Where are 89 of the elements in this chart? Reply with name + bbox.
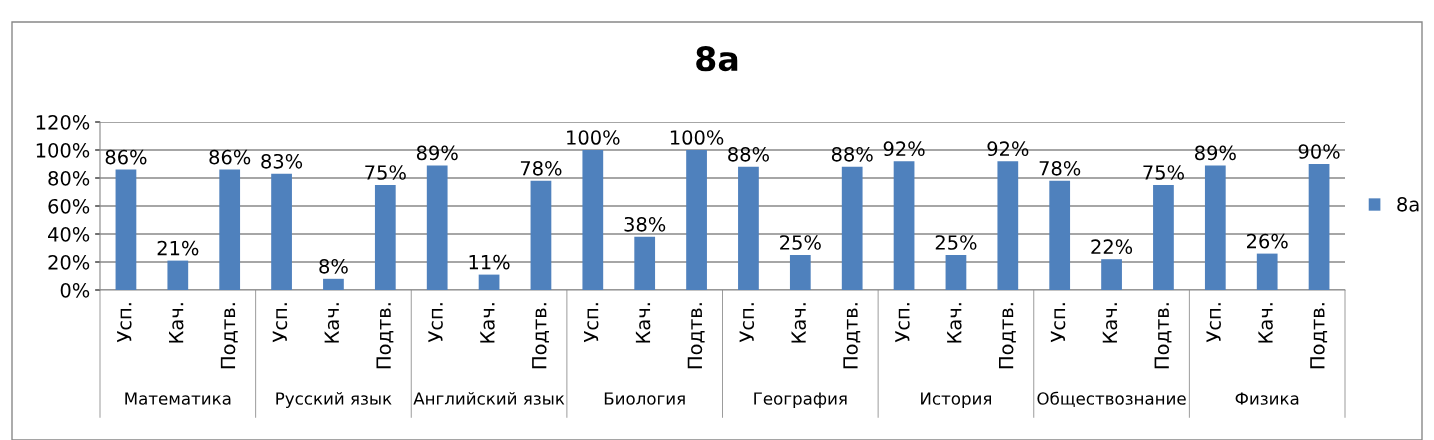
x-tick-label: Кач. (1102, 303, 1118, 343)
data-label: 75% (365, 165, 406, 180)
data-label: 92% (987, 141, 1029, 157)
x-tick-label: Кач. (791, 303, 806, 343)
bar (530, 180, 552, 290)
data-label: 21% (157, 240, 199, 256)
x-tick-label: Кач. (324, 303, 340, 343)
bar (893, 161, 915, 290)
x-tick-label: Усп. (272, 303, 288, 343)
data-label: 92% (883, 141, 925, 157)
y-tick-label: 120% (36, 114, 90, 130)
y-tick-label: 40% (48, 226, 90, 242)
x-tick-label: Усп. (1050, 303, 1066, 343)
y-tick-label: 20% (48, 254, 90, 270)
data-label: 78% (1039, 160, 1081, 176)
bar (789, 255, 811, 290)
text: Русский язык (276, 392, 392, 409)
x-tick-label: Усп. (739, 303, 755, 343)
bar (997, 161, 1019, 290)
data-label: 89% (416, 145, 458, 161)
bar (1049, 180, 1071, 290)
text: История (921, 392, 992, 409)
data-label: 25% (935, 235, 977, 250)
bar (1153, 185, 1174, 290)
data-label: 88% (831, 146, 873, 162)
x-tick-label: Усп. (117, 303, 132, 343)
bar (1256, 253, 1278, 290)
bar (271, 173, 292, 290)
data-label: 75% (1143, 165, 1184, 180)
x-tick-label: Подтв. (843, 303, 861, 369)
x-tick-label: Усп. (428, 303, 443, 343)
bar (1308, 164, 1330, 290)
data-label: 100% (567, 130, 620, 145)
data-label: 78% (520, 160, 562, 176)
data-label: 11% (469, 254, 510, 270)
x-tick-label: Кач. (169, 303, 184, 343)
data-label: 8% (319, 258, 348, 274)
bar (738, 166, 759, 290)
data-label: 83% (261, 153, 303, 169)
text: Биология (604, 392, 685, 405)
x-tick-label: Подтв. (687, 303, 705, 369)
chart-title: 8а (696, 46, 738, 72)
data-label: 86% (105, 149, 147, 165)
text: География (754, 392, 847, 409)
bar (634, 236, 656, 290)
x-tick-label: Усп. (895, 303, 910, 343)
x-tick-label: Подтв. (1154, 303, 1172, 369)
y-tick-label: 100% (36, 142, 90, 158)
y-tick-label: 0% (60, 282, 90, 298)
x-tick-label: Усп. (584, 303, 599, 343)
x-tick-label: Подтв. (1310, 303, 1328, 369)
text: Обществознание (1037, 391, 1186, 407)
bar (478, 274, 500, 290)
y-tick-label: 60% (48, 198, 90, 214)
data-label: 26% (1247, 233, 1288, 249)
bar (167, 260, 189, 290)
bar (945, 255, 967, 290)
x-tick-label: Подтв. (376, 303, 394, 369)
x-tick-label: Кач. (635, 303, 651, 343)
x-tick-label: Усп. (1206, 303, 1221, 343)
x-tick-label: Кач. (480, 303, 495, 343)
x-tick-label: Подтв. (532, 303, 549, 369)
bar (1204, 165, 1226, 290)
x-tick-label: Подтв. (220, 303, 238, 369)
x-tick-label: Кач. (947, 303, 962, 343)
text: Английский язык (413, 392, 565, 405)
text: Физика (1235, 392, 1299, 405)
bar (1101, 259, 1122, 290)
data-label: 88% (728, 146, 769, 162)
bar (426, 165, 448, 290)
data-label: 90% (1298, 144, 1340, 159)
y-tick-label: 80% (48, 170, 90, 186)
bar (323, 278, 344, 290)
x-tick-label: Подтв. (999, 303, 1016, 369)
data-label: 89% (1195, 145, 1236, 161)
bar (374, 185, 396, 290)
data-label: 100% (670, 130, 724, 145)
text: Математика (125, 392, 231, 405)
data-label: 22% (1091, 239, 1133, 255)
x-tick-label: Кач. (1258, 303, 1273, 343)
bar (219, 169, 241, 290)
data-label: 86% (209, 149, 251, 165)
bar (115, 169, 137, 290)
bar (582, 150, 604, 290)
legend-label: 8а (1397, 196, 1419, 212)
data-label: 25% (780, 235, 821, 250)
data-label: 38% (624, 216, 666, 232)
bar (841, 166, 863, 290)
bar (686, 150, 707, 290)
